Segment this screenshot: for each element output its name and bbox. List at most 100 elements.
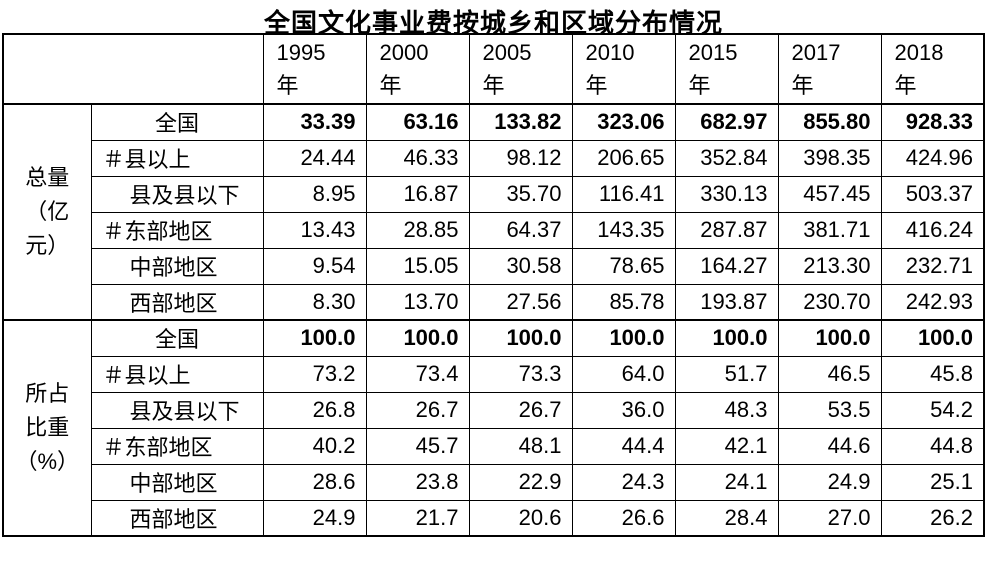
row-label: ＃县以上 — [90, 355, 264, 393]
header-row: 1995 年 2000 年 2005 年 2010 年 2015 年 2017 … — [2, 33, 985, 105]
year-header-2000: 2000 年 — [365, 33, 470, 105]
table-row: ＃县以上 73.2 73.4 73.3 64.0 51.7 46.5 45.8 — [3, 355, 985, 393]
section-label-proportion: 所占 比重 （%） — [2, 319, 92, 537]
row-label: 全国 — [90, 103, 264, 141]
value-cell: 855.80 — [777, 103, 882, 141]
year-header-2010: 2010 年 — [571, 33, 676, 105]
value-cell: 928.33 — [880, 103, 985, 141]
table-row: 西部地区 8.30 13.70 27.56 85.78 193.87 230.7… — [3, 283, 985, 321]
value-cell: 54.2 — [880, 391, 985, 429]
value-cell: 64.37 — [468, 211, 573, 249]
value-cell: 100.0 — [365, 319, 470, 357]
value-cell: 143.35 — [571, 211, 676, 249]
value-cell: 26.7 — [365, 391, 470, 429]
value-cell: 24.9 — [777, 463, 882, 501]
value-cell: 36.0 — [571, 391, 676, 429]
value-cell: 8.95 — [262, 175, 367, 213]
value-cell: 16.87 — [365, 175, 470, 213]
value-cell: 381.71 — [777, 211, 882, 249]
value-cell: 213.30 — [777, 247, 882, 285]
value-cell: 73.4 — [365, 355, 470, 393]
table-row: 县及县以下 8.95 16.87 35.70 116.41 330.13 457… — [3, 175, 985, 213]
value-cell: 398.35 — [777, 139, 882, 177]
value-cell: 85.78 — [571, 283, 676, 321]
value-cell: 27.0 — [777, 499, 882, 537]
table-row: 中部地区 28.6 23.8 22.9 24.3 24.1 24.9 25.1 — [3, 463, 985, 501]
value-cell: 25.1 — [880, 463, 985, 501]
row-label: 县及县以下 — [90, 175, 264, 213]
year-header-1995: 1995 年 — [262, 33, 367, 105]
value-cell: 28.85 — [365, 211, 470, 249]
value-cell: 33.39 — [262, 103, 367, 141]
year-header-2018: 2018 年 — [880, 33, 985, 105]
row-label: 全国 — [90, 319, 264, 357]
value-cell: 230.70 — [777, 283, 882, 321]
value-cell: 206.65 — [571, 139, 676, 177]
value-cell: 682.97 — [674, 103, 779, 141]
row-label: ＃东部地区 — [90, 211, 264, 249]
value-cell: 28.4 — [674, 499, 779, 537]
value-cell: 8.30 — [262, 283, 367, 321]
value-cell: 48.3 — [674, 391, 779, 429]
year-header-2005: 2005 年 — [468, 33, 573, 105]
table-row: 总量 （亿 元） 全国 33.39 63.16 133.82 323.06 68… — [2, 103, 985, 321]
section-label-total: 总量 （亿 元） — [2, 103, 92, 321]
value-cell: 73.2 — [262, 355, 367, 393]
value-cell: 30.58 — [468, 247, 573, 285]
table-title: 全国文化事业费按城乡和区域分布情况 — [263, 8, 723, 38]
row-label: 西部地区 — [90, 283, 264, 321]
value-cell: 46.5 — [777, 355, 882, 393]
value-cell: 26.6 — [571, 499, 676, 537]
value-cell: 100.0 — [262, 319, 367, 357]
table-row: ＃东部地区 40.2 45.7 48.1 44.4 42.1 44.6 44.8 — [3, 427, 985, 465]
value-cell: 457.45 — [777, 175, 882, 213]
value-cell: 45.7 — [365, 427, 470, 465]
table-row: 县及县以下 26.8 26.7 26.7 36.0 48.3 53.5 54.2 — [3, 391, 985, 429]
value-cell: 24.3 — [571, 463, 676, 501]
value-cell: 13.43 — [262, 211, 367, 249]
corner-cell — [2, 33, 264, 105]
value-cell: 51.7 — [674, 355, 779, 393]
table-row: ＃县以上 24.44 46.33 98.12 206.65 352.84 398… — [3, 139, 985, 177]
value-cell: 63.16 — [365, 103, 470, 141]
value-cell: 73.3 — [468, 355, 573, 393]
value-cell: 26.7 — [468, 391, 573, 429]
value-cell: 232.71 — [880, 247, 985, 285]
value-cell: 13.70 — [365, 283, 470, 321]
value-cell: 53.5 — [777, 391, 882, 429]
value-cell: 23.8 — [365, 463, 470, 501]
value-cell: 24.1 — [674, 463, 779, 501]
value-cell: 164.27 — [674, 247, 779, 285]
value-cell: 24.44 — [262, 139, 367, 177]
table-row: 中部地区 9.54 15.05 30.58 78.65 164.27 213.3… — [3, 247, 985, 285]
row-label: 县及县以下 — [90, 391, 264, 429]
value-cell: 46.33 — [365, 139, 470, 177]
value-cell: 100.0 — [777, 319, 882, 357]
row-label: 西部地区 — [90, 499, 264, 537]
value-cell: 116.41 — [571, 175, 676, 213]
value-cell: 26.2 — [880, 499, 985, 537]
value-cell: 100.0 — [880, 319, 985, 357]
value-cell: 15.05 — [365, 247, 470, 285]
value-cell: 45.8 — [880, 355, 985, 393]
table-row: 所占 比重 （%） 全国 100.0 100.0 100.0 100.0 100… — [2, 319, 985, 537]
value-cell: 64.0 — [571, 355, 676, 393]
row-label: 中部地区 — [90, 463, 264, 501]
value-cell: 42.1 — [674, 427, 779, 465]
table-row: 西部地区 24.9 21.7 20.6 26.6 28.4 27.0 26.2 — [3, 499, 985, 537]
value-cell: 24.9 — [262, 499, 367, 537]
value-cell: 9.54 — [262, 247, 367, 285]
value-cell: 78.65 — [571, 247, 676, 285]
value-cell: 27.56 — [468, 283, 573, 321]
value-cell: 48.1 — [468, 427, 573, 465]
table-row: ＃东部地区 13.43 28.85 64.37 143.35 287.87 38… — [3, 211, 985, 249]
value-cell: 424.96 — [880, 139, 985, 177]
year-header-2017: 2017 年 — [777, 33, 882, 105]
value-cell: 503.37 — [880, 175, 985, 213]
value-cell: 100.0 — [674, 319, 779, 357]
value-cell: 323.06 — [571, 103, 676, 141]
culture-expense-table: 1995 年 2000 年 2005 年 2010 年 2015 年 2017 … — [2, 33, 985, 537]
value-cell: 330.13 — [674, 175, 779, 213]
value-cell: 44.8 — [880, 427, 985, 465]
